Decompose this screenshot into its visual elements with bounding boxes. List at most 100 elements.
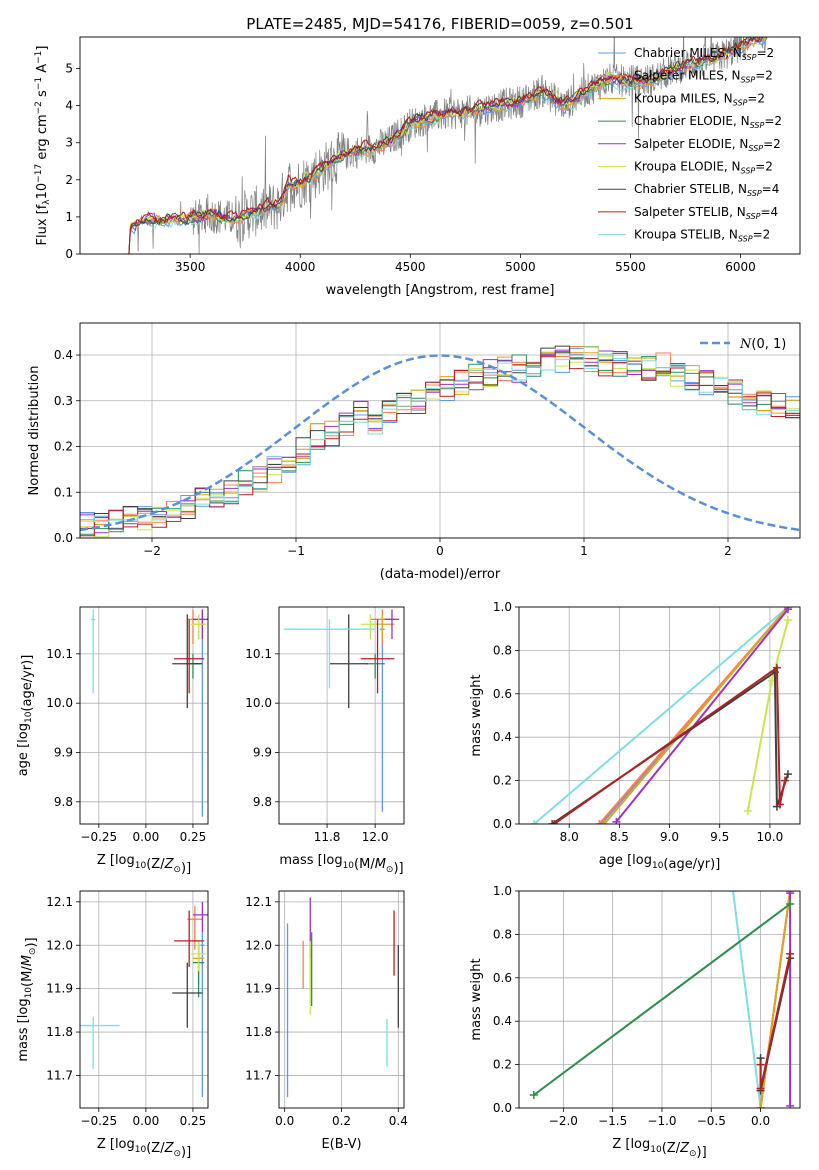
mass_vs_ebv-plot-area [279,891,404,1108]
legend-label: Kroupa ELODIE, NSSP=2 [634,160,773,176]
y-tick-label: 9.8 [253,795,272,809]
x-tick-label: 0.2 [332,1114,351,1128]
x-tick-label: 9.5 [710,830,729,844]
y-tick-label: 2 [65,173,73,187]
y-tick-label: 10.0 [245,696,272,710]
x-tick-label: 0.0 [275,1114,294,1128]
series-marker-kroupa-stelib [530,820,539,824]
y-tick-label: 9.9 [253,745,272,759]
y-tick-label: 10.1 [245,647,272,661]
weight_vs_age-panel: 8.0 8.5 9.0 9.5 10.0 0.0 0.2 0.4 0.6 0.8 1.0 age [l… [469,600,801,872]
histogram-kroupa-stelib [80,353,800,538]
y-tick-label: 0.0 [493,817,512,831]
histogram-salpeter-elodie [80,349,800,538]
weight_vs_Z-panel: −2.0 −1.5 −1.0 −0.5 0.0 0.0 0.2 0.4 0.6 0.8 1.0 Z [… [469,884,801,1160]
y-tick-label: 11.7 [245,1068,272,1082]
x-axis-label: wavelength [Angstrom, rest frame] [326,283,555,298]
series-marker-chabrier-stelib [548,820,557,824]
x-tick-label: −2.0 [549,1114,578,1128]
y-tick-label: 0.6 [493,971,512,985]
y-tick-label: 3 [65,136,73,150]
y-tick-label: 4 [65,99,73,113]
series-marker-salpeter-miles [595,820,604,824]
x-tick-label: 0.4 [389,1114,408,1128]
y-tick-label: 11.8 [46,1025,73,1039]
y-axis-label: mass weight [469,674,484,756]
x-tick-label: 8.0 [560,830,579,844]
series-line-kroupa-miles [603,607,789,824]
y-tick-label: 1 [65,210,73,224]
histogram-chabrier-stelib [80,345,800,538]
y-tick-label: 1.0 [493,600,512,614]
x-tick-label: −0.25 [80,1114,117,1128]
legend-label: Chabrier ELODIE, NSSP=2 [634,114,782,130]
series-marker-chabrier-elodie [786,900,795,909]
x-tick-label: 9.0 [660,830,679,844]
y-tick-label: 0.2 [493,1058,512,1072]
y-tick-label: 0.3 [54,394,73,408]
axes-frame [518,606,801,825]
x-tick-label: 10.0 [757,830,784,844]
legend-label: Kroupa MILES, NSSP=2 [634,91,765,107]
x-tick-label: 6000 [725,260,756,274]
y-tick-label: 12.1 [46,895,73,909]
series-marker-kroupa-elodie [743,806,752,815]
x-tick-label: 12.0 [362,830,389,844]
x-tick-label: −0.5 [697,1114,726,1128]
series-line-kroupa-stelib [533,607,789,824]
model-line-salpeter-stelib [126,37,767,254]
mass_vs_Z-panel: −0.25 0.00 0.25 11.7 11.8 11.9 12.0 12.1 Z [log1… [16,890,209,1160]
model-line-chabrier-elodie [126,37,768,254]
x-tick-label: 0.00 [133,830,160,844]
residuals-panel: −2 −1 0 1 2 0.0 0.1 0.2 0.3 0.4 N(0, 1) (data-model… [27,322,801,582]
x-tick-label: 11.8 [314,830,341,844]
x-tick-label: −1.0 [647,1114,676,1128]
y-tick-label: 11.9 [245,982,272,996]
x-axis-label: Z [log10(Z/Z⊙)] [97,1137,191,1160]
age_vs_Z-panel: −0.25 0.00 0.25 9.8 9.9 10.0 10.1 Z [log10(Z/Z⊙… [16,606,209,876]
y-tick-label: 9.8 [54,795,73,809]
series-marker-chabrier-elodie [529,1090,538,1099]
y-tick-label: 0.0 [493,1101,512,1115]
x-tick-label: 8.5 [610,830,629,844]
series-line-chabrier-elodie [533,903,791,1096]
x-tick-label: −0.25 [80,830,117,844]
series-marker-salpeter-elodie [783,607,792,614]
y-tick-label: 10.0 [46,696,73,710]
x-tick-label: −1.5 [598,1114,627,1128]
series-marker-salpeter-stelib [550,820,559,824]
y-tick-label: 0.8 [493,643,512,657]
series-marker-salpeter-stelib [772,663,781,672]
x-tick-label: 5000 [505,260,536,274]
series-marker-kroupa-miles [600,820,609,824]
y-tick-label: 0 [65,247,73,261]
age_vs_mass-plot-area [279,607,404,824]
y-tick-label: 11.8 [245,1025,272,1039]
y-tick-label: 12.0 [46,938,73,952]
x-tick-label: 5500 [615,260,646,274]
y-axis-label: mass weight [469,958,484,1040]
y-tick-label: 12.1 [245,895,272,909]
figure-title: PLATE=2485, MJD=54176, FIBERID=0059, z=0… [246,15,633,33]
axes-frame [79,36,801,255]
x-tick-label: −1 [287,544,305,558]
y-tick-label: 11.7 [46,1068,73,1082]
y-tick-label: 1.0 [493,884,512,898]
y-tick-label: 0.4 [493,1014,512,1028]
x-tick-label: 1 [580,544,588,558]
axes-frame [79,606,209,825]
x-tick-label: 0.0 [751,1114,770,1128]
legend-label: Kroupa STELIB, NSSP=2 [634,228,770,244]
series-marker-salpeter-stelib [780,776,789,785]
y-tick-label: 10.1 [46,647,73,661]
legend-label: Salpeter STELIB, NSSP=4 [634,205,778,221]
y-tick-label: 0.4 [493,730,512,744]
x-tick-label: 0.25 [180,830,207,844]
axes-frame [278,890,405,1109]
series-line-salpeter-elodie [615,608,789,823]
residuals-plot-area [80,323,800,538]
x-axis-label: (data-model)/error [380,567,501,582]
x-axis-label: Z [log10(Z/Z⊙)] [612,1137,706,1160]
x-axis-label: Z [log10(Z/Z⊙)] [97,853,191,876]
